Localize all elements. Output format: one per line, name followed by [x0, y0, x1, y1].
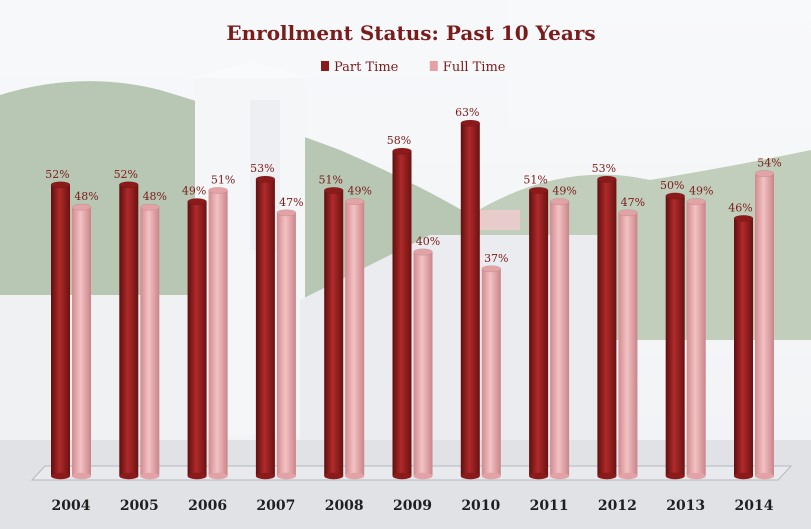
- data-label-part-time-2010: 63%: [455, 106, 479, 119]
- bars-group: [50, 119, 775, 480]
- data-label-full-time-2005: 48%: [143, 190, 167, 203]
- x-tick-label-2007: 2007: [256, 498, 295, 514]
- bar-part-time-2014: [733, 214, 754, 480]
- legend-swatch: [429, 61, 438, 71]
- data-label-part-time-2013: 50%: [660, 179, 684, 192]
- x-tick-label-2005: 2005: [120, 498, 159, 514]
- data-label-full-time-2010: 37%: [484, 252, 508, 265]
- bar-part-time-2006: [187, 198, 207, 480]
- data-label-full-time-2011: 49%: [552, 185, 576, 198]
- data-label-full-time-2013: 49%: [689, 185, 713, 198]
- x-tick-label-2014: 2014: [735, 498, 774, 514]
- data-label-full-time-2014: 54%: [757, 157, 781, 170]
- x-tick-label-2006: 2006: [188, 498, 227, 514]
- data-label-full-time-2012: 47%: [621, 196, 645, 209]
- bar-part-time-2009: [392, 147, 412, 480]
- legend: Part Time Full Time: [321, 60, 506, 75]
- x-tick-label-2013: 2013: [666, 498, 705, 514]
- data-label-part-time-2012: 53%: [592, 162, 616, 175]
- bar-part-time-2004: [50, 181, 71, 480]
- data-labels-group: 52% 48% 52% 48% 49% 51% 53% 47% 51% 49% 58% 40% 63% 3…: [45, 106, 781, 265]
- x-axis: 2004 2005 2006 2007 2008 2009 2010 2011 2012 2013…: [52, 498, 774, 514]
- data-label-full-time-2008: 49%: [347, 185, 371, 198]
- bar-part-time-2011: [528, 186, 549, 480]
- bar-full-time-2007: [276, 209, 297, 480]
- bar-part-time-2013: [665, 192, 685, 480]
- bar-full-time-2005: [140, 203, 160, 480]
- x-tick-label-2004: 2004: [52, 498, 91, 514]
- bar-full-time-2014: [754, 170, 775, 480]
- x-tick-label-2008: 2008: [325, 498, 364, 514]
- bar-part-time-2008: [323, 186, 344, 480]
- data-label-part-time-2006: 49%: [182, 185, 206, 198]
- data-label-part-time-2014: 46%: [728, 201, 752, 214]
- bar-full-time-2006: [208, 186, 228, 480]
- bar-full-time-2010: [481, 265, 502, 480]
- data-label-part-time-2004: 52%: [45, 168, 69, 181]
- bar-part-time-2005: [119, 181, 139, 480]
- legend-swatch: [321, 61, 329, 71]
- data-label-part-time-2007: 53%: [250, 162, 274, 175]
- data-label-part-time-2011: 51%: [523, 173, 547, 186]
- data-label-full-time-2004: 48%: [74, 190, 98, 203]
- data-label-full-time-2007: 47%: [279, 196, 303, 209]
- chart-title: Enrollment Status: Past 10 Years: [226, 21, 595, 45]
- legend-item-part-time: Part Time: [321, 60, 399, 75]
- data-label-full-time-2006: 51%: [211, 173, 235, 186]
- bar-full-time-2012: [618, 209, 638, 480]
- data-label-part-time-2009: 58%: [387, 134, 411, 147]
- legend-item-full-time: Full Time: [429, 60, 506, 75]
- bar-part-time-2012: [597, 175, 617, 480]
- bar-full-time-2011: [549, 198, 570, 480]
- x-tick-label-2009: 2009: [393, 498, 432, 514]
- legend-label: Part Time: [334, 60, 399, 75]
- data-label-part-time-2005: 52%: [114, 168, 138, 181]
- bar-part-time-2010: [460, 119, 481, 480]
- x-tick-label-2012: 2012: [598, 498, 637, 514]
- data-label-full-time-2009: 40%: [416, 235, 440, 248]
- bar-full-time-2013: [686, 198, 706, 480]
- legend-label: Full Time: [443, 60, 506, 75]
- bar-full-time-2004: [71, 203, 92, 480]
- bar-full-time-2008: [344, 198, 365, 480]
- data-label-part-time-2008: 51%: [318, 173, 342, 186]
- bar-part-time-2007: [255, 175, 276, 480]
- x-tick-label-2011: 2011: [530, 498, 569, 514]
- bar-full-time-2009: [413, 248, 433, 480]
- x-tick-label-2010: 2010: [461, 498, 500, 514]
